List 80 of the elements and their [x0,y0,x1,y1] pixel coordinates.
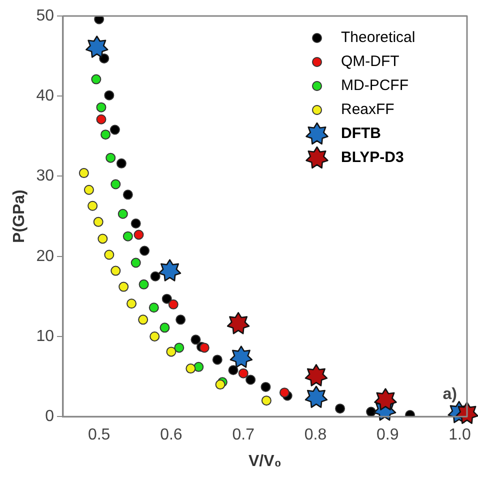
point [304,364,328,386]
point [134,230,144,240]
point [199,342,210,353]
point [230,346,253,368]
point [100,130,111,140]
x-tick-label: 0.8 [304,426,327,444]
point [94,16,104,24]
point [150,271,160,282]
point [93,216,104,227]
point [215,380,226,390]
point [166,346,176,357]
point [162,294,172,304]
x-tick-label: 0.7 [232,426,255,444]
point [366,406,376,417]
legend-label: BLYP-D3 [341,149,404,166]
point [122,190,133,200]
point [246,374,256,385]
point [110,266,121,276]
legend-label: QM-DFT [341,53,400,70]
x-tick-label: 0.6 [160,426,182,444]
point [194,362,204,372]
point [186,364,196,374]
point [110,124,120,135]
legend-label: MD-PCFF [341,77,408,94]
point [130,258,141,268]
x-axis-title: V/V₀ [248,452,282,470]
point [238,368,248,378]
point [148,302,159,313]
annotation: a) [442,386,457,404]
point [138,314,148,325]
y-tick-label: 10 [36,328,54,345]
point [118,208,128,219]
y-tick-label: 40 [36,88,54,105]
point [106,152,116,163]
point [260,382,271,392]
point [86,36,108,58]
point [150,331,160,342]
point [228,365,238,376]
point [91,74,102,84]
point [96,102,106,112]
point [122,231,133,242]
point [335,404,346,414]
point [226,312,250,334]
point [212,354,222,365]
legend-label: DFTB [341,125,382,142]
point [158,259,182,282]
x-tick-label: 1.0 [448,426,472,444]
point [98,234,108,244]
point [261,396,272,406]
y-tick-label: 30 [36,168,54,185]
point [126,298,137,309]
point [190,334,201,345]
point [160,322,170,333]
point [96,114,106,124]
point [140,246,150,256]
y-tick-label: 0 [45,408,54,426]
point [110,179,121,190]
point [118,282,129,292]
x-tick-label: 0.9 [376,426,399,444]
point [168,299,178,310]
legend-label: ReaxFF [341,101,394,118]
point [279,388,290,398]
point [138,279,149,290]
point [374,388,397,410]
point [104,90,114,100]
point [78,168,89,178]
y-tick-label: 20 [36,248,54,265]
y-axis-title: P(GPa) [11,190,28,243]
point [130,218,141,229]
y-tick-label: 50 [36,7,54,24]
x-tick-label: 0.5 [88,426,110,444]
legend-label: Theoretical [341,29,416,46]
point [84,184,94,195]
point [176,314,186,325]
point [104,250,114,260]
point [99,53,110,64]
point [116,158,126,168]
point [88,200,98,211]
point [174,342,184,353]
point [304,386,328,408]
